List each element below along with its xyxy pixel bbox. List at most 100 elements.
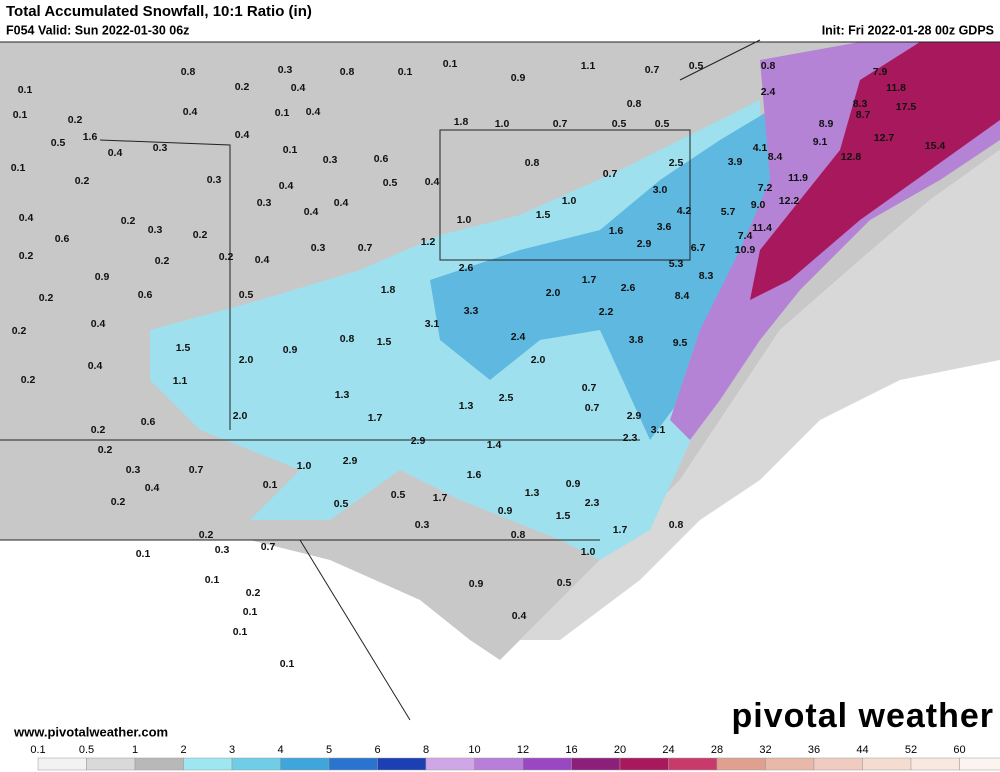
- snowfall-label: 0.8: [511, 529, 526, 541]
- legend-swatch: [425, 757, 475, 771]
- snowfall-label: 0.1: [283, 144, 298, 156]
- snowfall-label: 0.9: [498, 505, 513, 517]
- snowfall-label: 0.1: [233, 626, 248, 638]
- snowfall-label: 1.4: [487, 439, 502, 451]
- snowfall-label: 0.3: [126, 464, 141, 476]
- snowfall-label: 7.2: [758, 182, 773, 194]
- snowfall-label: 0.3: [278, 64, 293, 76]
- snowfall-label: 0.9: [469, 578, 484, 590]
- init-time: Init: Fri 2022-01-28 00z GDPS: [822, 23, 994, 37]
- snowfall-label: 6.7: [691, 242, 706, 254]
- snowfall-label: 0.1: [243, 606, 258, 618]
- snowfall-label: 1.3: [335, 389, 350, 401]
- legend-label: 5: [326, 744, 332, 756]
- state-borders: [0, 39, 761, 721]
- snowfall-label: 8.9: [819, 118, 834, 130]
- snowfall-label: 0.5: [383, 177, 398, 189]
- snowfall-label: 11.9: [788, 172, 808, 184]
- legend-swatch: [765, 757, 815, 771]
- snowfall-label: 0.4: [304, 206, 319, 218]
- snowfall-label: 0.3: [207, 174, 222, 186]
- snowfall-label: 2.6: [459, 262, 474, 274]
- snowfall-label: 0.5: [557, 577, 572, 589]
- snowfall-label: 1.6: [467, 469, 482, 481]
- snowfall-label: 0.2: [199, 529, 214, 541]
- snowfall-label: 1.8: [381, 284, 396, 296]
- snowfall-label: 1.1: [173, 375, 188, 387]
- snowfall-label: 0.5: [612, 118, 627, 130]
- snowfall-label: 0.4: [306, 106, 321, 118]
- snowfall-label: 2.6: [621, 282, 636, 294]
- legend-swatch: [37, 757, 87, 771]
- snowfall-label: 0.7: [189, 464, 204, 476]
- snowfall-label: 2.3: [623, 432, 638, 444]
- legend-label: 4: [277, 744, 283, 756]
- legend-swatch: [328, 757, 378, 771]
- legend-swatch: [134, 757, 184, 771]
- snowfall-label: 0.4: [425, 176, 440, 188]
- snowfall-label: 0.2: [39, 292, 54, 304]
- snowfall-label: 0.6: [141, 416, 156, 428]
- snowfall-label: 0.2: [193, 229, 208, 241]
- legend-label: 44: [856, 744, 868, 756]
- snowfall-label: 0.4: [279, 180, 294, 192]
- snowfall-label: 0.4: [255, 254, 270, 266]
- snowfall-label: 8.4: [675, 290, 690, 302]
- shade-magenta: [750, 42, 1000, 300]
- snowfall-label: 1.0: [457, 214, 472, 226]
- snowfall-label: 0.4: [91, 318, 106, 330]
- snowfall-label: 3.8: [629, 334, 644, 346]
- snowfall-label: 0.1: [443, 58, 458, 70]
- snowfall-label: 0.1: [205, 574, 220, 586]
- legend-swatch: [280, 757, 330, 771]
- legend-swatch: [862, 757, 912, 771]
- snowfall-label: 1.7: [433, 492, 448, 504]
- snowfall-label: 2.4: [761, 86, 776, 98]
- snowfall-label: 1.0: [562, 195, 577, 207]
- legend-swatch: [813, 757, 863, 771]
- snowfall-label: 0.9: [566, 478, 581, 490]
- snowfall-label: 0.9: [95, 271, 110, 283]
- snowfall-label: 0.2: [246, 587, 261, 599]
- snowfall-label: 1.8: [454, 116, 469, 128]
- legend-label: 1: [132, 744, 138, 756]
- snowfall-label: 0.2: [12, 325, 27, 337]
- snowfall-label: 2.4: [511, 331, 526, 343]
- legend-swatch: [522, 757, 572, 771]
- snowfall-label: 0.5: [239, 289, 254, 301]
- snowfall-label: 0.2: [111, 496, 126, 508]
- snowfall-label: 0.3: [148, 224, 163, 236]
- legend-swatch: [668, 757, 718, 771]
- snowfall-label: 0.2: [75, 175, 90, 187]
- snowfall-label: 1.7: [613, 524, 628, 536]
- snowfall-label: 8.4: [768, 151, 783, 163]
- snowfall-label: 12.8: [841, 151, 862, 163]
- snowfall-label: 1.1: [581, 60, 596, 72]
- snowfall-label: 0.4: [19, 212, 34, 224]
- snowfall-label: 3.0: [653, 184, 668, 196]
- legend-swatch: [474, 757, 524, 771]
- snowfall-label: 0.8: [669, 519, 684, 531]
- snowfall-label: 0.8: [761, 60, 776, 72]
- snowfall-label: 0.5: [334, 498, 349, 510]
- title: Total Accumulated Snowfall, 10:1 Ratio (…: [6, 3, 312, 20]
- snowfall-label: 0.8: [340, 66, 355, 78]
- snowfall-label: 2.9: [627, 410, 642, 422]
- snowfall-label: 0.3: [257, 197, 272, 209]
- legend-label: 8: [423, 744, 429, 756]
- legend-label: 24: [662, 744, 674, 756]
- snowfall-label: 7.4: [738, 230, 753, 242]
- snowfall-label: 0.3: [153, 142, 168, 154]
- snowfall-label: 1.2: [421, 236, 436, 248]
- legend-label: 2: [180, 744, 186, 756]
- snowfall-label: 0.3: [323, 154, 338, 166]
- snowfall-label: 2.3: [585, 497, 600, 509]
- snowfall-label: 1.6: [609, 225, 624, 237]
- map: [0, 39, 1000, 742]
- snowfall-label: 9.1: [813, 136, 828, 148]
- snowfall-label: 0.1: [18, 84, 33, 96]
- legend-label: 0.5: [79, 744, 94, 756]
- website: www.pivotalweather.com: [13, 724, 168, 739]
- snowfall-label: 0.4: [145, 482, 160, 494]
- snowfall-label: 0.4: [512, 610, 527, 622]
